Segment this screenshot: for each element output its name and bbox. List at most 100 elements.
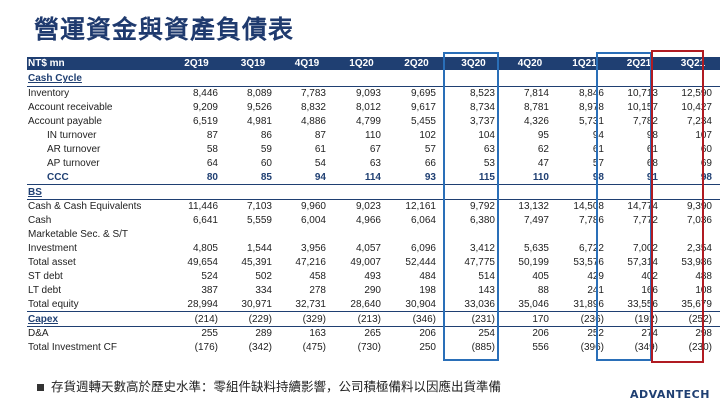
table-cell: 8,734 [469, 102, 495, 114]
table-cell: 47 [537, 157, 549, 169]
table-cell: 6,064 [410, 215, 436, 227]
table-cell: (229) [226, 311, 280, 328]
table-cell: (885) [471, 342, 495, 354]
table-cell: 14,774 [627, 201, 658, 213]
table-cell: 8,846 [578, 88, 604, 100]
page-title: 營運資金與資產負債表 [34, 15, 295, 44]
table-cell: (730) [357, 342, 381, 354]
table-cell: 63 [483, 143, 495, 155]
table-cell [280, 228, 334, 242]
table-row: Investment 4,805 1,544 3,956 4,057 6,096 3,412… [27, 242, 720, 256]
table-cell: 4,981 [246, 116, 272, 128]
table-cell [503, 228, 557, 242]
table-cell [226, 228, 280, 242]
table-cell [557, 184, 612, 201]
table-cell: 7,786 [578, 215, 604, 227]
column-header: 4Q19 [280, 57, 334, 72]
table-cell: 104 [478, 130, 495, 141]
table-cell: 12,161 [405, 201, 436, 213]
financial-table: NT$ mn 2Q19 3Q19 4Q19 1Q20 2Q20 3Q20 4Q20 1Q21 2… [27, 57, 720, 355]
table-cell: 514 [478, 270, 495, 282]
table-cell: 67 [369, 143, 381, 155]
table-cell: 8,446 [192, 88, 218, 100]
table-cell: 62 [537, 143, 549, 155]
table-cell: 9,209 [192, 102, 218, 114]
table-cell [612, 228, 666, 242]
table-cell: 252 [587, 328, 604, 340]
table-cell: 7,002 [632, 243, 658, 255]
table-cell [334, 228, 389, 242]
bullet-icon [37, 384, 44, 391]
table-cell: 250 [419, 342, 436, 354]
unit-label: NT$ mn [27, 57, 167, 72]
table-cell: 206 [532, 328, 549, 340]
table-cell: 8,832 [300, 102, 326, 114]
table-cell: 5,635 [523, 243, 549, 255]
table-cell: (236) [557, 311, 612, 328]
table-cell: (192) [612, 311, 666, 328]
table-cell: (349) [634, 342, 658, 354]
row-label: AP turnover [47, 157, 100, 169]
table-cell: 3,956 [300, 243, 326, 255]
row-label: Account receivable [28, 102, 113, 114]
table-row: ST debt 524 502 458 493 484 514 405 429 402 488 [27, 269, 720, 283]
table-cell: 54 [314, 157, 326, 169]
table-cell: 69 [700, 157, 712, 169]
table-cell: 265 [364, 328, 381, 340]
table-cell [503, 184, 557, 201]
table-cell: 53,986 [681, 257, 712, 269]
table-cell: 28,640 [350, 298, 381, 310]
table-cell: 108 [695, 284, 712, 296]
table-cell: 35,046 [518, 298, 549, 310]
table-row: D&A 255 289 163 265 206 254 206 252 274 298 [27, 327, 720, 341]
table-cell: 3,412 [469, 243, 495, 255]
table-cell: 4,966 [355, 215, 381, 227]
table-cell: 87 [314, 130, 326, 141]
table-cell: 7,783 [300, 88, 326, 100]
table-cell: 57 [592, 157, 604, 169]
column-header: 3Q19 [226, 57, 280, 72]
table-cell: 28,994 [187, 298, 218, 310]
row-label: Cash [28, 215, 52, 227]
column-header: 2Q21 [612, 57, 666, 72]
row-label: LT debt [28, 284, 61, 296]
table-cell: 9,617 [410, 102, 436, 114]
table-row: Account payable 6,519 4,981 4,886 4,799 5,455… [27, 115, 720, 129]
table-cell: 290 [364, 284, 381, 296]
column-header: 1Q21 [557, 57, 612, 72]
table-cell: 115 [478, 171, 495, 183]
table-cell [389, 184, 444, 201]
table-cell: 64 [206, 157, 218, 169]
table-cell [612, 71, 666, 87]
table-cell: 87 [206, 130, 218, 141]
table-cell: 8,012 [355, 102, 381, 114]
table-cell: 53 [483, 157, 495, 169]
table-cell [226, 184, 280, 201]
table-cell: 61 [592, 143, 604, 155]
column-header: 4Q20 [503, 57, 557, 72]
table-cell: 6,380 [469, 215, 495, 227]
table-cell: (329) [280, 311, 334, 328]
table-cell: (475) [302, 342, 326, 354]
table-cell: 6,641 [192, 215, 218, 227]
table-cell: 12,590 [681, 88, 712, 100]
table-cell: 556 [532, 342, 549, 354]
table-cell: 49,007 [350, 257, 381, 269]
table-cell: 493 [364, 270, 381, 282]
table-cell [557, 71, 612, 87]
table-cell: 7,782 [632, 116, 658, 128]
table-cell: 298 [695, 328, 712, 340]
column-header: 3Q21 [666, 57, 720, 72]
table-cell: 334 [255, 284, 272, 296]
table-cell: 8,523 [469, 88, 495, 100]
table-cell: 7,497 [523, 215, 549, 227]
table-cell: 107 [695, 130, 712, 141]
table-cell: 31,896 [573, 298, 604, 310]
table-row: AP turnover 64 60 54 63 66 53 47 57 68 69 [27, 156, 720, 170]
table-cell: 5,559 [246, 215, 272, 227]
table-cell: 7,814 [523, 88, 549, 100]
table-cell: 524 [201, 270, 218, 282]
column-header: 3Q20 [444, 57, 503, 72]
table-cell: 484 [419, 270, 436, 282]
table-cell: 166 [641, 284, 658, 296]
